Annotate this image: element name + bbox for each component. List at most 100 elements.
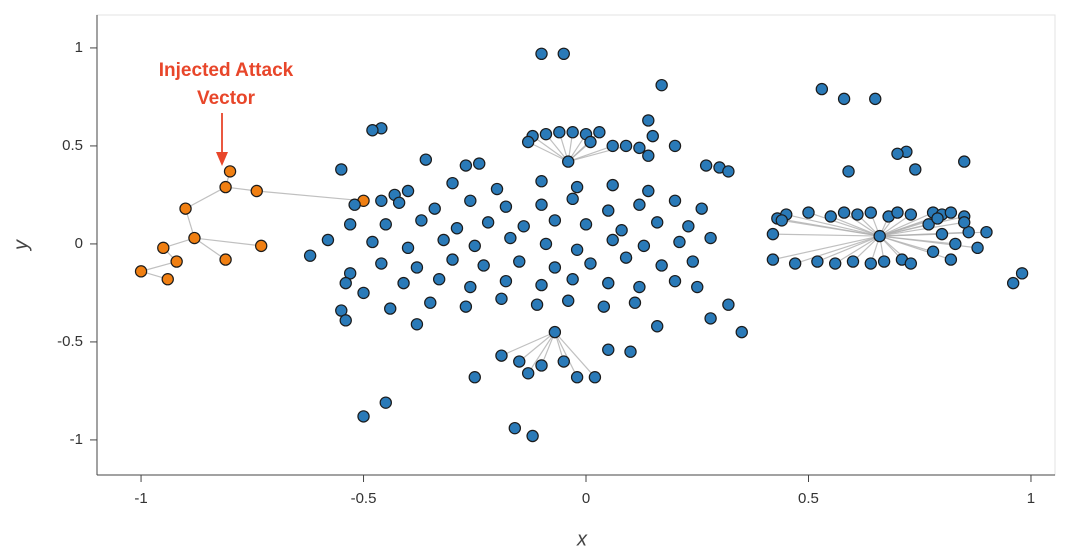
nodes — [134, 47, 1029, 443]
node — [722, 165, 735, 178]
node — [343, 218, 357, 231]
node — [499, 200, 513, 213]
edge — [527, 141, 569, 163]
edge — [834, 235, 881, 265]
node — [357, 286, 370, 300]
node — [655, 259, 668, 272]
edge — [554, 331, 578, 378]
edge — [256, 190, 364, 202]
node — [633, 280, 646, 294]
node — [464, 194, 477, 208]
node — [170, 255, 183, 268]
node — [566, 126, 579, 139]
node — [557, 355, 570, 368]
edge — [194, 237, 262, 247]
node — [562, 155, 575, 168]
node — [254, 239, 268, 253]
node — [722, 298, 735, 311]
node — [811, 255, 824, 268]
x-tick-label: 0.5 — [798, 490, 819, 507]
node — [699, 159, 713, 172]
node — [535, 175, 548, 188]
x-tick-label: 0 — [582, 490, 590, 507]
y-tick-label: 0 — [75, 235, 83, 252]
node — [424, 296, 437, 309]
node — [415, 214, 428, 227]
node — [869, 92, 882, 106]
node — [642, 184, 655, 198]
node — [481, 216, 495, 229]
edge — [879, 221, 965, 237]
node — [450, 222, 464, 235]
annotation-text: Injected Attack — [159, 60, 294, 81]
node — [566, 192, 579, 206]
node — [944, 253, 958, 266]
edge — [830, 215, 880, 237]
node — [428, 202, 441, 215]
node — [250, 184, 263, 198]
node — [642, 114, 655, 127]
node — [495, 349, 508, 362]
node — [931, 212, 944, 225]
node — [548, 214, 562, 227]
node — [766, 227, 780, 241]
node — [686, 255, 700, 268]
node — [584, 257, 597, 270]
node — [366, 235, 379, 249]
node — [633, 141, 646, 155]
node — [606, 178, 619, 192]
node — [570, 243, 584, 257]
edge — [817, 235, 880, 263]
node — [846, 255, 860, 268]
node — [602, 343, 615, 356]
node — [922, 218, 935, 231]
node — [673, 235, 686, 249]
node — [521, 135, 535, 149]
node — [410, 261, 424, 274]
edge — [879, 212, 934, 237]
node — [468, 239, 481, 253]
node — [619, 251, 633, 264]
x-tick-label: -0.5 — [351, 490, 377, 507]
node — [446, 176, 459, 190]
node — [557, 47, 570, 61]
node — [392, 196, 406, 209]
edge — [879, 235, 978, 249]
node — [851, 208, 864, 221]
node — [633, 198, 646, 211]
node — [508, 421, 522, 435]
node — [459, 300, 473, 313]
node — [588, 370, 602, 384]
node — [157, 241, 170, 255]
node — [1015, 267, 1029, 280]
node — [530, 298, 544, 311]
edge — [879, 214, 912, 237]
node — [570, 370, 584, 384]
node — [602, 276, 615, 290]
node — [637, 239, 651, 253]
node — [958, 216, 971, 229]
node — [188, 231, 201, 245]
node — [432, 273, 446, 286]
node — [366, 124, 379, 137]
node — [446, 253, 459, 266]
edge — [879, 235, 952, 261]
node — [873, 229, 886, 243]
node — [566, 273, 579, 286]
node — [579, 218, 593, 231]
node — [521, 367, 535, 380]
node — [949, 237, 962, 251]
node — [570, 180, 584, 194]
edge — [772, 235, 880, 261]
node — [606, 233, 619, 247]
node — [837, 206, 851, 219]
y-tick-label: 0.5 — [62, 137, 83, 154]
node — [628, 296, 642, 309]
node — [179, 202, 192, 215]
node — [495, 292, 508, 306]
node — [704, 231, 717, 245]
node — [375, 257, 388, 270]
node — [339, 276, 352, 290]
node — [735, 325, 748, 339]
edge — [794, 235, 880, 265]
